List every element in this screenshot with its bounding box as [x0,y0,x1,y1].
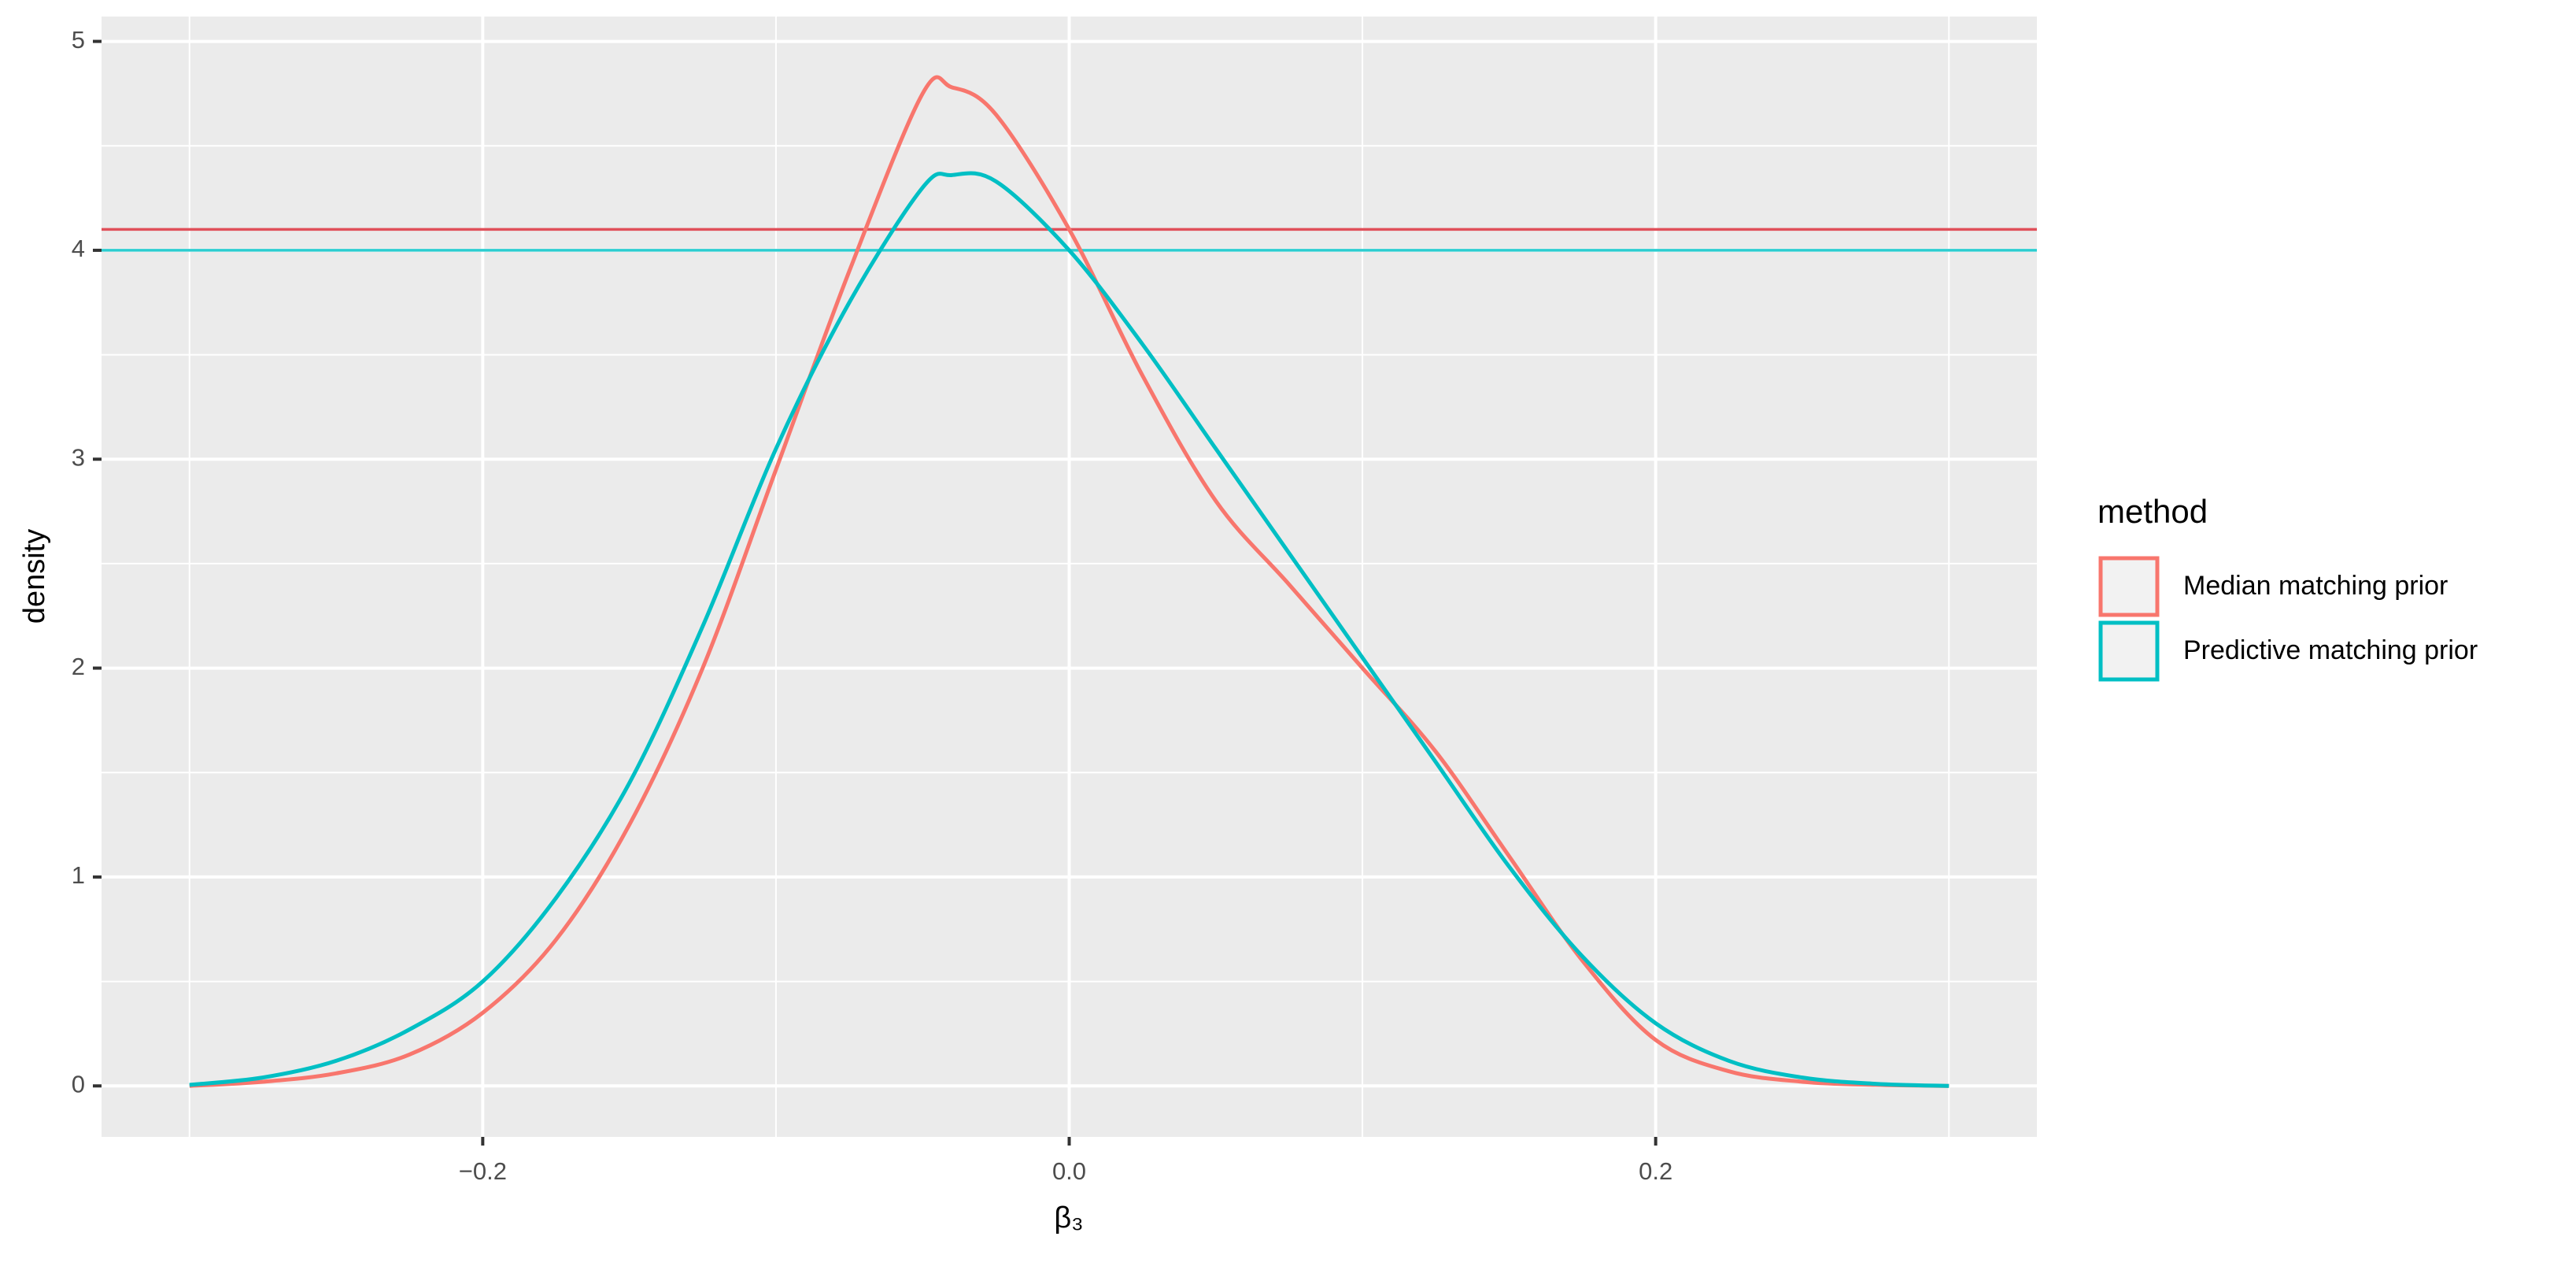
y-tick-label: 1 [72,861,85,889]
y-tick-label: 3 [72,443,85,471]
x-tick-label: 0.2 [1639,1157,1672,1185]
density-line [189,171,1950,1088]
density-line [189,75,1950,1088]
y-tick-label: 5 [72,26,85,54]
y-tick-label: 0 [72,1070,85,1098]
legend-title: method [2097,493,2208,530]
legend-key [2098,556,2160,617]
y-tick-label: 4 [72,235,85,262]
x-axis-title: β₃ [1054,1201,1083,1235]
legend-label: Median matching prior [2183,571,2448,601]
legend-key-bg [2099,621,2159,681]
y-tick-label: 2 [72,653,85,680]
legend-label: Predictive matching prior [2183,635,2478,665]
x-tick-label: −0.2 [459,1157,507,1185]
legend-key-bg [2099,557,2159,616]
x-tick-label: 0.0 [1052,1157,1086,1185]
y-axis-title: density [18,529,51,624]
legend-key [2098,620,2160,682]
